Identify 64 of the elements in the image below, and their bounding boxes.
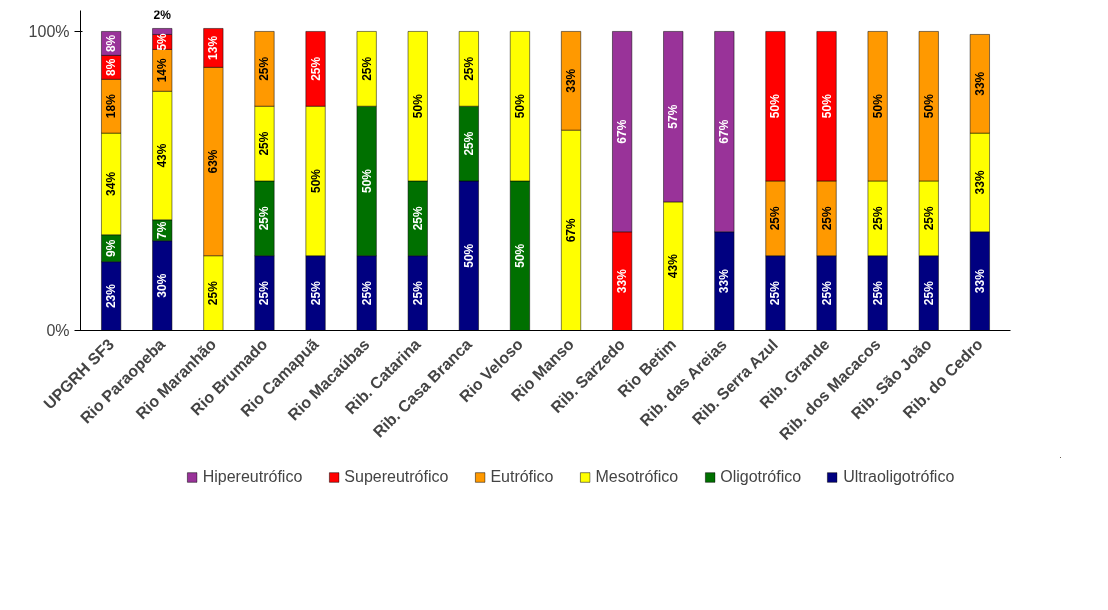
data-label: 23% [104, 283, 119, 309]
data-label: 9% [104, 239, 119, 257]
data-label: 25% [870, 206, 885, 231]
data-label: 33% [564, 68, 579, 93]
data-label: 25% [410, 206, 425, 231]
data-label: 50% [410, 93, 425, 119]
data-label: 67% [615, 119, 630, 144]
data-label: 50% [921, 93, 936, 119]
data-label: 67% [717, 119, 732, 144]
y-tick-label: 100% [28, 22, 70, 40]
data-label: 25% [819, 280, 834, 306]
data-label: 14% [155, 57, 170, 83]
legend-label: Mesotrófico [595, 468, 679, 486]
data-label: 25% [359, 56, 374, 81]
data-label: 50% [512, 243, 527, 268]
data-label: 33% [717, 268, 732, 294]
data-label: 33% [972, 170, 987, 195]
data-label: 25% [206, 280, 221, 306]
data-label: 50% [870, 93, 885, 119]
data-label: 57% [666, 104, 681, 129]
data-label: 43% [666, 253, 681, 279]
data-label: 5% [155, 32, 170, 51]
data-label: 50% [359, 168, 374, 193]
data-label: 50% [768, 93, 783, 119]
data-label: 25% [410, 280, 425, 306]
data-label: 25% [257, 206, 272, 231]
data-label: 25% [308, 56, 323, 81]
data-label: 43% [155, 143, 170, 168]
data-label: 50% [512, 93, 527, 119]
data-label: 7% [155, 221, 170, 239]
data-label: 25% [257, 131, 272, 156]
y-tick-label: 0% [46, 322, 70, 339]
data-label: 25% [921, 280, 936, 306]
data-label: 25% [870, 280, 885, 306]
data-label: 33% [615, 268, 630, 294]
data-label: 25% [359, 280, 374, 306]
data-label: 63% [206, 149, 221, 174]
legend-label: Supereutrófico [344, 468, 449, 486]
data-label: 25% [768, 280, 783, 306]
data-label: 50% [461, 243, 476, 268]
data-label: 30% [155, 273, 170, 298]
data-label: 25% [768, 206, 783, 231]
legend-label: Eutrófico [490, 468, 554, 486]
data-label: 13% [206, 35, 221, 60]
legend-label: Oligotrófico [720, 468, 802, 486]
data-label: 25% [257, 56, 272, 81]
data-label: 50% [308, 168, 323, 193]
data-label: 33% [972, 71, 987, 96]
data-label: 25% [461, 131, 476, 156]
data-label: 25% [819, 206, 834, 231]
data-label: 25% [921, 206, 936, 231]
data-label: 33% [972, 268, 987, 294]
data-label: 50% [819, 93, 834, 119]
data-label: 25% [461, 56, 476, 81]
data-label: 25% [308, 280, 323, 306]
legend-label: Hipereutrófico [202, 468, 303, 486]
data-label: 2% [153, 8, 172, 23]
data-label: 8% [104, 34, 119, 53]
data-label: 8% [104, 58, 119, 76]
data-label: 18% [104, 93, 119, 119]
legend-label: Ultraoligotrófico [843, 468, 955, 486]
data-label: 67% [564, 217, 579, 243]
data-label: 25% [257, 280, 272, 306]
data-label: 34% [104, 171, 119, 196]
